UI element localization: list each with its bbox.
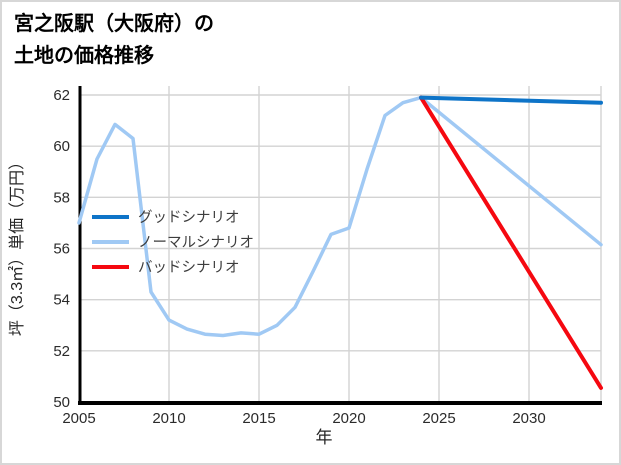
x-tick-label: 2015 — [242, 410, 275, 427]
y-tick-label: 58 — [53, 189, 70, 206]
x-tick-label: 2010 — [152, 410, 185, 427]
x-axis-label: 年 — [316, 428, 333, 447]
x-tick-label: 2025 — [422, 410, 455, 427]
chart-title-line1: 宮之阪駅（大阪府）の — [14, 13, 214, 35]
series-good-scenario — [419, 95, 603, 105]
legend-label-normal-scenario: ノーマルシナリオ — [138, 235, 254, 251]
y-tick-label: 62 — [53, 87, 70, 104]
x-tick-label: 2005 — [62, 410, 95, 427]
series-bad-scenario — [419, 95, 603, 390]
y-axis-label: 坪（3.3㎡）単価（万円） — [8, 154, 26, 336]
legend-label-good-scenario: グッドシナリオ — [138, 209, 240, 226]
y-tick-label: 60 — [53, 138, 70, 155]
y-tick-label: 52 — [53, 343, 70, 360]
series-normal-scenario — [77, 95, 603, 338]
chart-title-line2: 土地の価格推移 — [14, 45, 154, 67]
y-tick-label: 54 — [53, 292, 70, 309]
x-tick-label: 2020 — [332, 410, 365, 427]
y-tick-label: 56 — [53, 241, 70, 258]
y-tick-label: 50 — [53, 394, 70, 411]
x-tick-label: 2030 — [512, 410, 545, 427]
chart-title: 宮之阪駅（大阪府）の 土地の価格推移 — [14, 8, 214, 72]
legend-label-bad-scenario: バッドシナリオ — [138, 260, 240, 276]
